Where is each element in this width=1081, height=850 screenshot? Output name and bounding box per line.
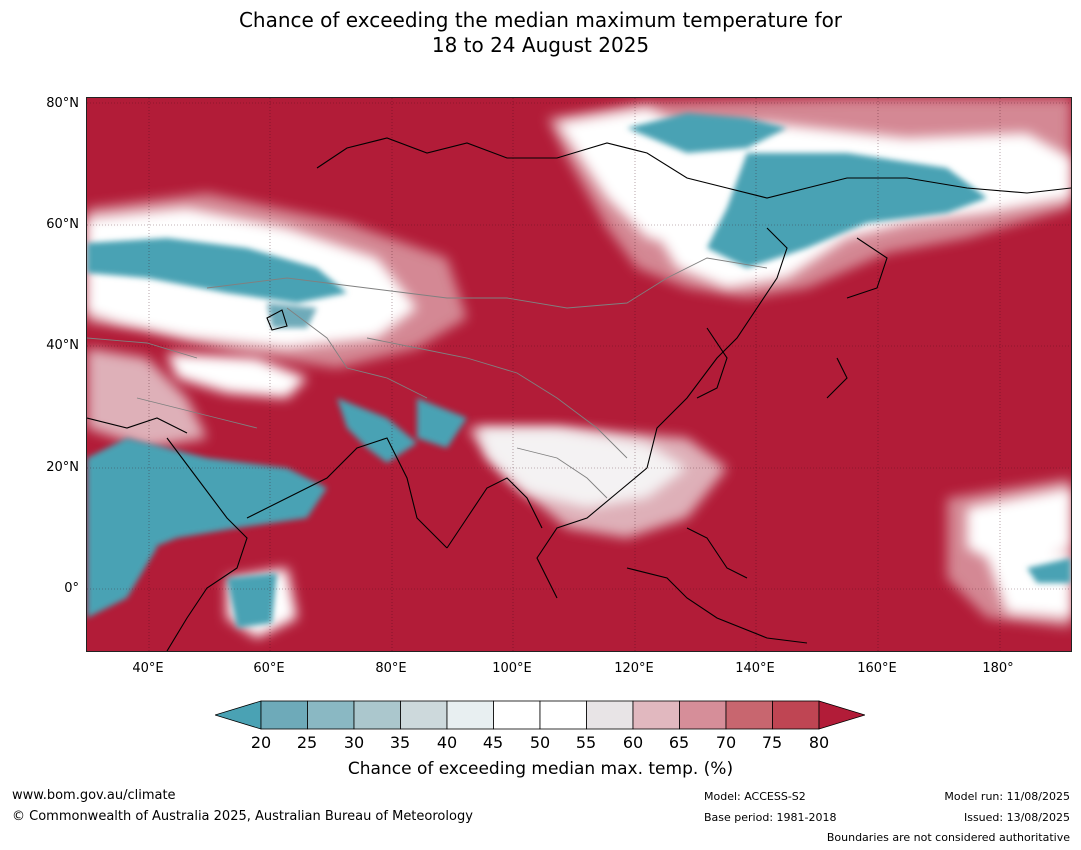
- colorbar-title: Chance of exceeding median max. temp. (%…: [347, 759, 734, 779]
- map-canvas: [87, 98, 1071, 651]
- cool-zones: [87, 113, 1071, 628]
- colorbar-label-25: 25: [296, 733, 318, 752]
- colorbar-segment: [632, 700, 680, 730]
- colorbar-label-35: 35: [389, 733, 411, 752]
- country-borders: [87, 257, 768, 499]
- title-line-2: 18 to 24 August 2025: [431, 33, 650, 57]
- lon-tick-140e: 140°E: [735, 661, 775, 676]
- lat-tick-20n: 20°N: [46, 460, 79, 475]
- colorbar-arrow-low: [213, 700, 262, 730]
- colorbar-segment: [307, 700, 355, 730]
- title-line-1: Chance of exceeding the median maximum t…: [238, 8, 843, 32]
- footer-model-run: Model run: 11/08/2025: [944, 790, 1070, 803]
- lon-tick-60e: 60°E: [253, 661, 285, 676]
- colorbar-label-65: 65: [668, 733, 690, 752]
- lat-tick-60n: 60°N: [46, 217, 79, 232]
- colorbar: [213, 700, 867, 730]
- colorbar-segment: [725, 700, 773, 730]
- colorbar-segment: [353, 700, 401, 730]
- lat-tick-40n: 40°N: [46, 338, 79, 353]
- colorbar-segment: [446, 700, 494, 730]
- colorbar-svg: [213, 700, 867, 730]
- colorbar-label-80: 80: [808, 733, 830, 752]
- footer-url[interactable]: www.bom.gov.au/climate: [12, 788, 176, 803]
- graticule: [87, 98, 1071, 651]
- colorbar-label-30: 30: [343, 733, 365, 752]
- forecast-map[interactable]: [86, 97, 1072, 652]
- lon-tick-40e: 40°E: [132, 661, 164, 676]
- colorbar-label-70: 70: [715, 733, 737, 752]
- footer-boundaries-note: Boundaries are not considered authoritat…: [826, 831, 1070, 844]
- lat-tick-80n: 80°N: [46, 96, 79, 111]
- coastlines: [87, 137, 1071, 651]
- footer-model: Model: ACCESS-S2: [704, 790, 806, 803]
- colorbar-segment: [772, 700, 820, 730]
- colorbar-label-75: 75: [761, 733, 783, 752]
- chart-title: Chance of exceeding the median maximum t…: [0, 8, 1081, 58]
- colorbar-label-20: 20: [250, 733, 272, 752]
- lat-tick-0: 0°: [64, 581, 79, 596]
- colorbar-segment: [400, 700, 448, 730]
- colorbar-label-60: 60: [622, 733, 644, 752]
- lon-tick-180: 180°: [982, 661, 1014, 676]
- colorbar-label-45: 45: [482, 733, 504, 752]
- colorbar-arrow-high: [818, 700, 867, 730]
- colorbar-label-50: 50: [529, 733, 551, 752]
- footer-copyright: © Commonwealth of Australia 2025, Austra…: [12, 809, 473, 824]
- lon-tick-80e: 80°E: [375, 661, 407, 676]
- colorbar-segment: [586, 700, 634, 730]
- colorbar-segment: [539, 700, 587, 730]
- colorbar-segment: [493, 700, 541, 730]
- colorbar-segment: [679, 700, 727, 730]
- footer-issued: Issued: 13/08/2025: [963, 811, 1070, 824]
- lon-tick-120e: 120°E: [614, 661, 654, 676]
- colorbar-label-40: 40: [436, 733, 458, 752]
- lon-tick-100e: 100°E: [492, 661, 532, 676]
- colorbar-segment: [260, 700, 308, 730]
- colorbar-label-55: 55: [575, 733, 597, 752]
- footer-base-period: Base period: 1981-2018: [704, 811, 837, 824]
- lon-tick-160e: 160°E: [857, 661, 897, 676]
